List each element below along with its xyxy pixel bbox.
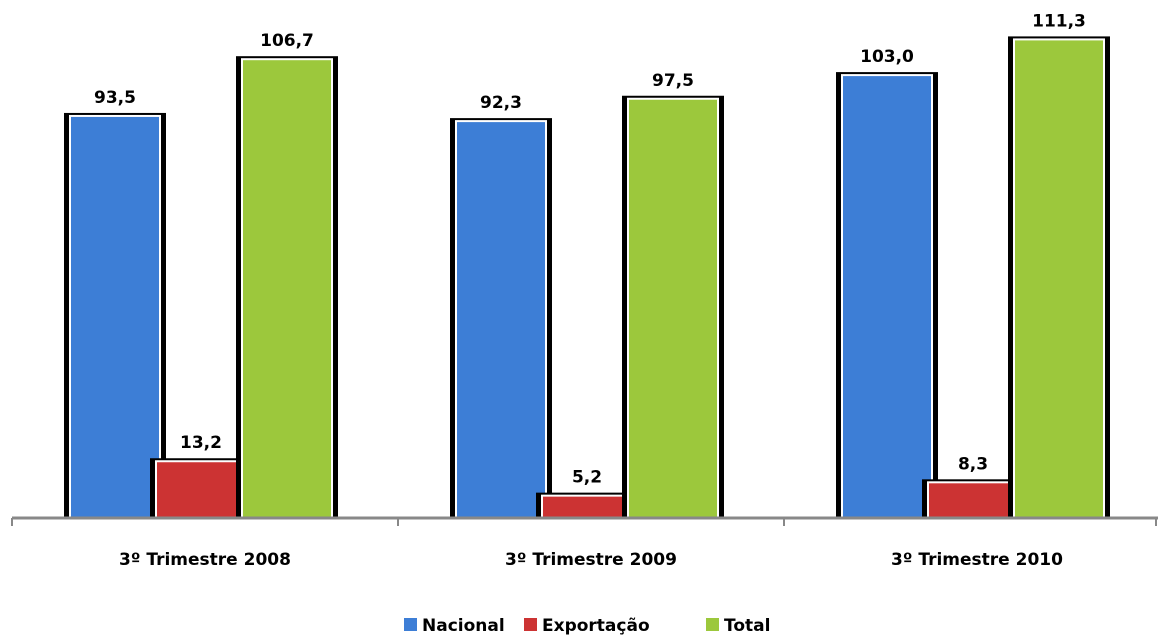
bar	[1013, 38, 1105, 519]
value-label: 111,3	[1032, 11, 1086, 31]
legend-label: Total	[724, 616, 770, 636]
value-label: 8,3	[958, 454, 988, 474]
bar	[841, 74, 933, 519]
value-label: 106,7	[260, 31, 314, 51]
value-label: 93,5	[94, 88, 136, 108]
value-label: 5,2	[572, 468, 602, 488]
value-label: 92,3	[480, 93, 522, 113]
bar	[69, 114, 161, 519]
value-label: 103,0	[860, 47, 914, 67]
bar	[541, 494, 633, 520]
x-tick-label: 3º Trimestre 2008	[119, 550, 291, 570]
legend-marker	[706, 618, 719, 631]
legend-label: Nacional	[422, 616, 505, 636]
legend-label: Exportação	[542, 616, 650, 636]
bar	[455, 120, 547, 520]
value-label: 97,5	[652, 71, 694, 91]
legend-marker	[404, 618, 417, 631]
bar	[155, 460, 247, 519]
value-label: 13,2	[180, 433, 222, 453]
bar	[241, 58, 333, 519]
bar	[627, 97, 719, 519]
x-tick-label: 3º Trimestre 2010	[891, 550, 1063, 570]
x-tick-label: 3º Trimestre 2009	[505, 550, 677, 570]
bar	[927, 481, 1019, 519]
legend-marker	[524, 618, 537, 631]
